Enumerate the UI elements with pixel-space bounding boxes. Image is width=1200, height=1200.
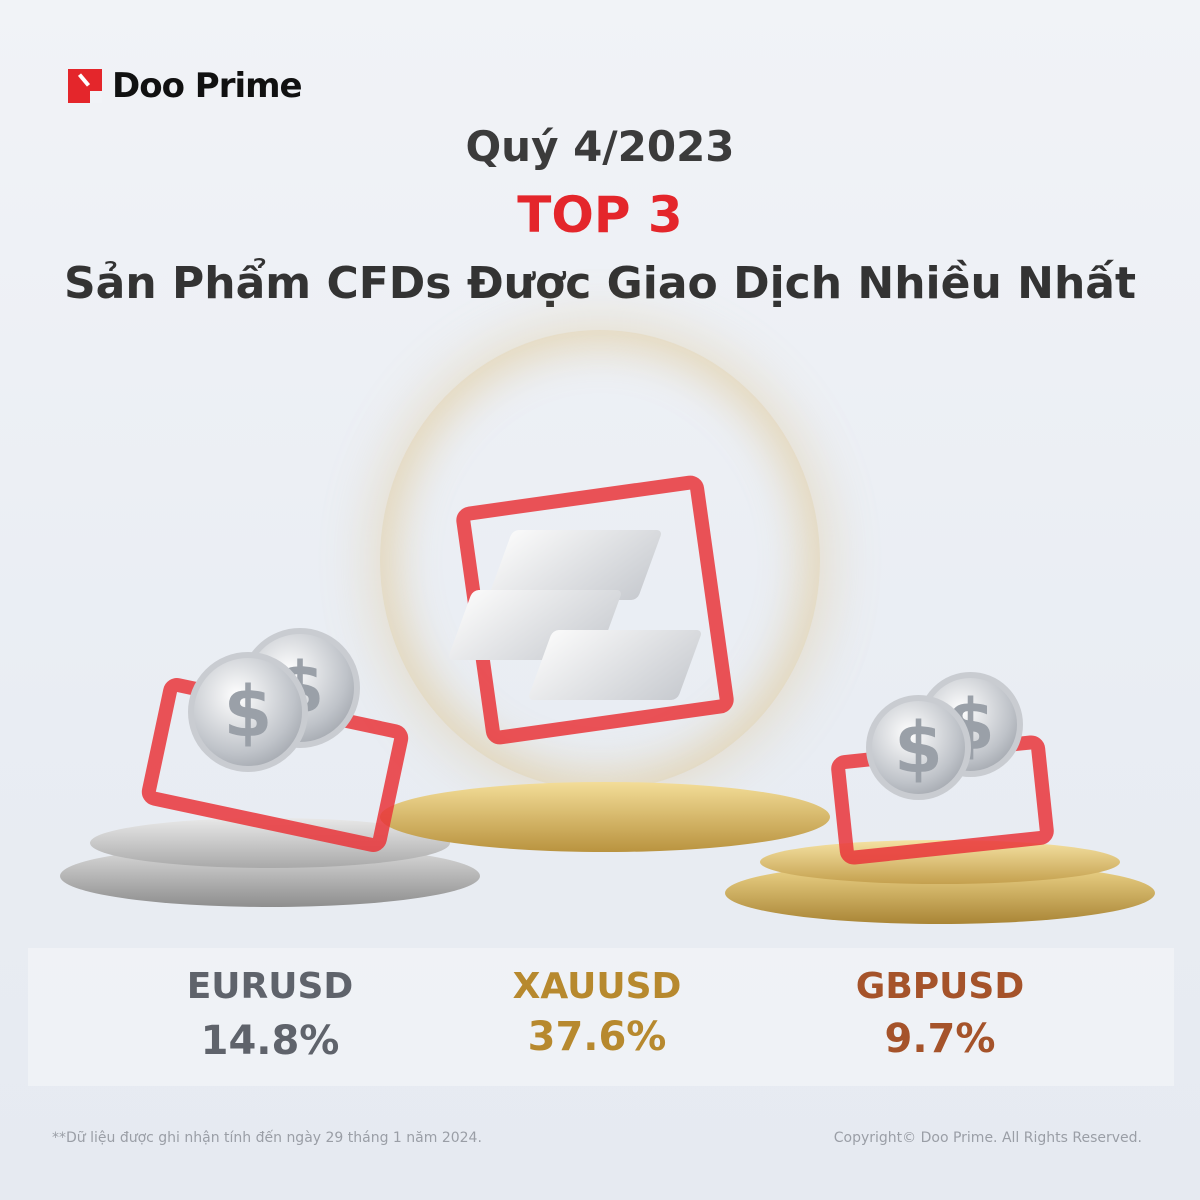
top-heading: TOP 3 [517, 186, 683, 244]
product-share-eurusd: 14.8% [200, 1018, 340, 1064]
results-panel [28, 948, 1174, 1086]
gold-bar-icon [527, 630, 703, 700]
doo-prime-logo-icon [68, 69, 102, 103]
subtitle-heading: Sản Phẩm CFDs Được Giao Dịch Nhiều Nhất [63, 258, 1136, 309]
product-share-xauusd: 37.6% [527, 1014, 667, 1060]
product-name-gbpusd: GBPUSD [855, 966, 1025, 1007]
product-name-eurusd: EURUSD [186, 966, 354, 1007]
dollar-coin-icon: $ [188, 652, 308, 772]
product-share-gbpusd: 9.7% [884, 1016, 996, 1062]
period-heading: Quý 4/2023 [465, 122, 735, 171]
data-note: **Dữ liệu được ghi nhận tính đến ngày 29… [52, 1130, 482, 1146]
brand-name: Doo Prime [112, 66, 303, 106]
product-name-xauusd: XAUUSD [512, 966, 682, 1007]
gold-podium-center [380, 782, 830, 852]
dollar-coin-icon: $ [866, 695, 971, 800]
brand-logo: Doo Prime [68, 66, 303, 106]
bronze-podium-top [760, 840, 1120, 884]
copyright: Copyright© Doo Prime. All Rights Reserve… [833, 1130, 1142, 1146]
